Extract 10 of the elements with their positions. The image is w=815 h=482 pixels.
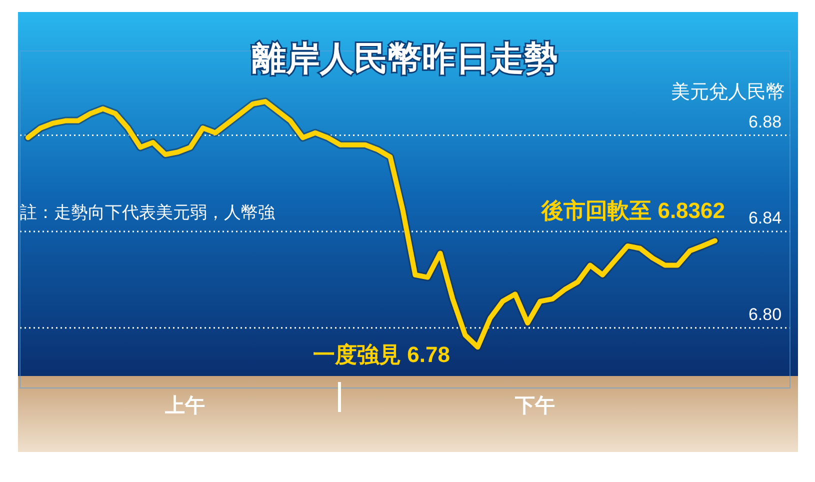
- y-axis-title: 美元兌人民幣: [671, 81, 785, 103]
- text: 下午: [514, 395, 555, 417]
- chart-title: 離岸人民幣昨日走勢: [251, 40, 558, 78]
- text: 上午: [164, 395, 205, 417]
- y-tick-label: 6.80: [748, 304, 782, 324]
- annotation: 一度強見 6.78: [313, 342, 450, 367]
- annotation: 註：走勢向下代表美元弱，人幣強: [20, 203, 275, 222]
- y-tick-label: 6.84: [748, 208, 782, 228]
- annotation: 後市回軟至 6.8362: [540, 198, 725, 223]
- y-tick-label: 6.88: [748, 112, 782, 132]
